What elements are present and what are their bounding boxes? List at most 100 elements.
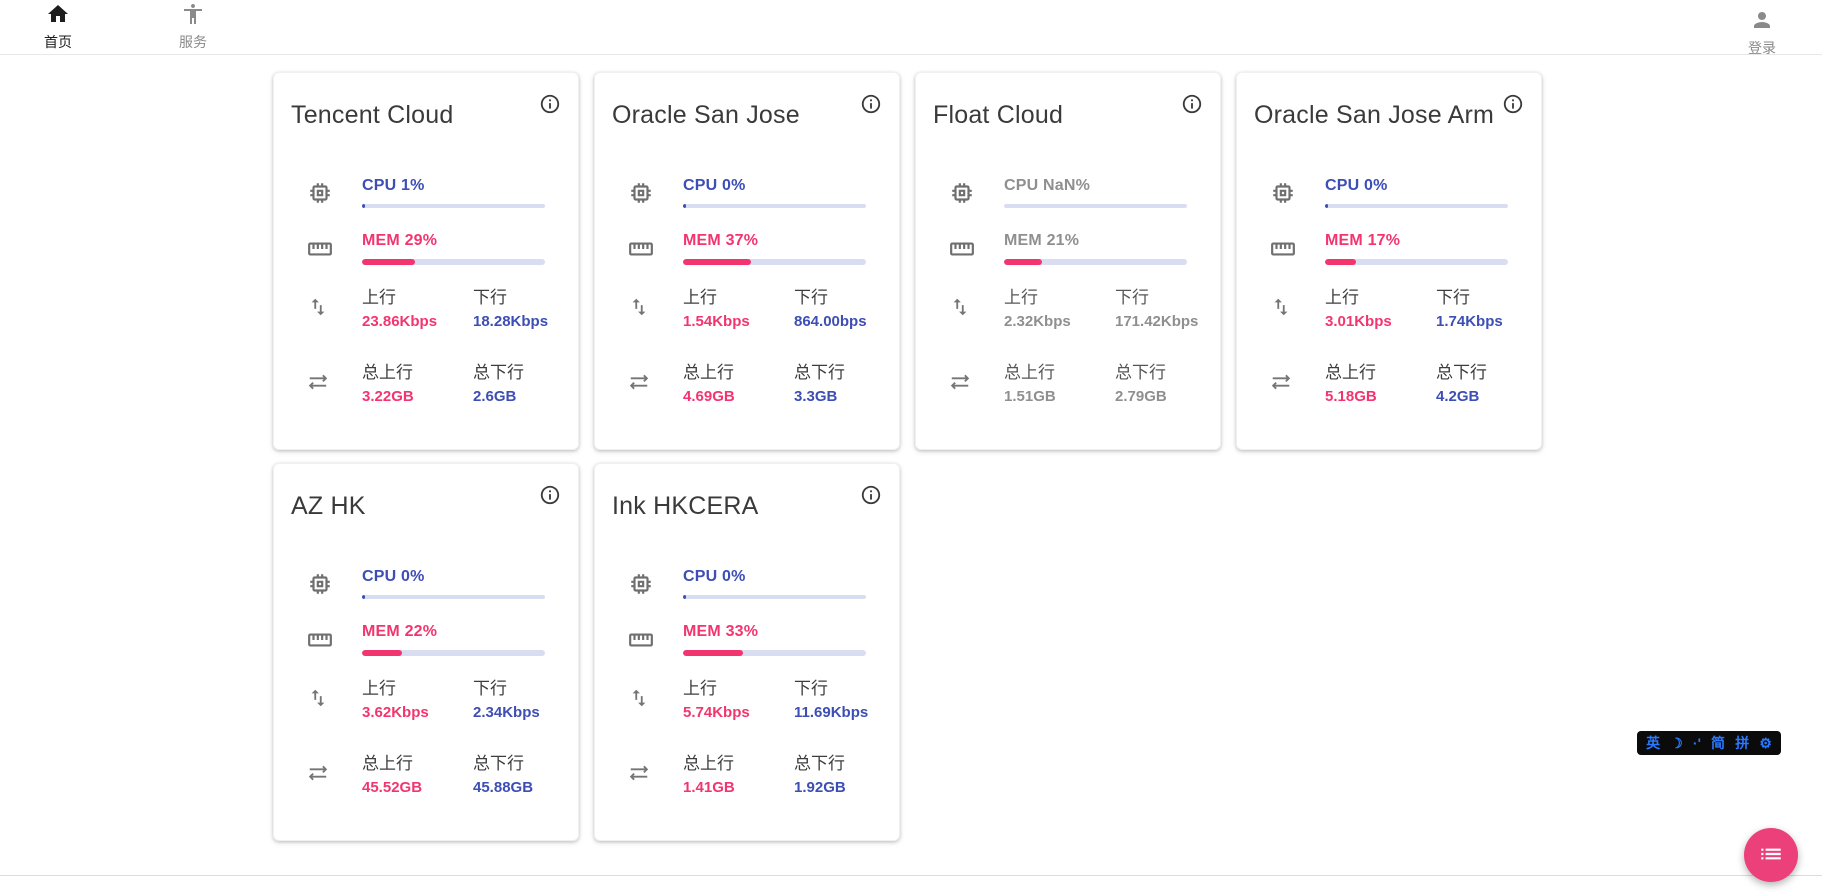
download-speed-value: 864.00bps	[794, 313, 867, 330]
upload-col: 上行 3.01Kbps	[1325, 283, 1436, 330]
upload-label: 上行	[683, 679, 717, 698]
speed-row: 上行 3.62Kbps 下行 2.34Kbps	[307, 674, 545, 721]
total-download-value: 4.2GB	[1436, 388, 1480, 405]
info-button[interactable]	[539, 93, 561, 115]
upload-label: 上行	[362, 679, 396, 698]
mem-row: MEM 22%	[307, 623, 545, 656]
upload-col: 上行 2.32Kbps	[1004, 283, 1115, 330]
swap-vert-icon	[307, 674, 362, 721]
upload-speed-value: 3.62Kbps	[362, 704, 429, 721]
total-upload-label: 总上行	[362, 754, 413, 773]
ime-settings-gear-icon[interactable]: ⚙	[1759, 735, 1772, 751]
ime-simplified-toggle[interactable]: 简	[1711, 735, 1726, 751]
mem-usage-label: MEM 37%	[683, 232, 759, 249]
info-button[interactable]	[1181, 93, 1203, 115]
total-upload-col: 总上行 1.41GB	[683, 749, 794, 796]
info-icon	[539, 94, 561, 119]
server-name: Oracle San Jose Arm	[1254, 101, 1495, 129]
upload-speed-value: 2.32Kbps	[1004, 313, 1071, 330]
total-upload-label: 总上行	[683, 754, 734, 773]
nav-services-label: 服务	[179, 34, 207, 50]
footer-divider	[0, 875, 1822, 892]
upload-label: 上行	[1325, 288, 1359, 307]
download-label: 下行	[1115, 288, 1149, 307]
cpu-row: CPU 0%	[628, 568, 866, 599]
mem-row: MEM 17%	[1270, 232, 1508, 265]
ime-lang-toggle[interactable]: 英	[1646, 735, 1661, 751]
mem-progress-bar	[362, 650, 545, 656]
total-row: 总上行 45.52GB 总下行 45.88GB	[307, 749, 545, 796]
nav-item-services[interactable]: 服务	[175, 2, 211, 52]
swap-horiz-icon	[307, 358, 362, 405]
swap-horiz-icon	[1270, 358, 1325, 405]
total-download-value: 2.6GB	[473, 388, 517, 405]
cpu-chip-icon	[628, 177, 683, 208]
cpu-row: CPU 0%	[1270, 177, 1508, 208]
swap-horiz-icon	[307, 749, 362, 796]
total-download-label: 总下行	[1115, 363, 1166, 382]
info-button[interactable]	[860, 93, 882, 115]
nav-item-home[interactable]: 首页	[40, 2, 76, 52]
mem-progress-bar	[362, 259, 545, 265]
total-download-col: 总下行 2.79GB	[1115, 358, 1187, 405]
info-icon	[1181, 94, 1203, 119]
total-row: 总上行 4.69GB 总下行 3.3GB	[628, 358, 866, 405]
mem-row: MEM 29%	[307, 232, 545, 265]
total-download-value: 1.92GB	[794, 779, 846, 796]
cpu-progress-bar	[683, 595, 866, 599]
ime-pinyin-mode[interactable]: 拼	[1735, 735, 1750, 751]
server-card: Ink HKCERA CPU 0% MEM 3	[594, 463, 900, 841]
server-metrics: CPU 0% MEM 22% 上行	[274, 568, 578, 796]
server-list-fab[interactable]	[1744, 828, 1798, 882]
download-label: 下行	[794, 679, 828, 698]
server-name: Ink HKCERA	[612, 492, 759, 520]
server-card: AZ HK CPU 0% MEM 22%	[273, 463, 579, 841]
upload-label: 上行	[362, 288, 396, 307]
nav-item-login[interactable]: 登录	[1744, 8, 1780, 58]
cpu-row: CPU 1%	[307, 177, 545, 208]
cpu-chip-icon	[1270, 177, 1325, 208]
upload-speed-value: 3.01Kbps	[1325, 313, 1392, 330]
ime-moon-icon[interactable]: ☽	[1670, 735, 1683, 751]
info-button[interactable]	[860, 484, 882, 506]
person-icon	[1750, 8, 1774, 37]
home-icon	[46, 2, 70, 31]
download-speed-value: 171.42Kbps	[1115, 313, 1199, 330]
total-download-value: 2.79GB	[1115, 388, 1167, 405]
total-download-value: 45.88GB	[473, 779, 534, 796]
navbar-right-group: 登录	[1744, 8, 1780, 58]
cpu-progress-bar	[362, 204, 545, 208]
info-button[interactable]	[539, 484, 561, 506]
ime-punct-toggle[interactable]: ·'	[1692, 735, 1701, 751]
ruler-icon	[307, 623, 362, 656]
nav-home-label: 首页	[44, 34, 72, 50]
info-icon	[1502, 94, 1524, 119]
ruler-icon	[1270, 232, 1325, 265]
total-upload-col: 总上行 4.69GB	[683, 358, 794, 405]
list-icon	[1758, 841, 1784, 870]
server-metrics: CPU 0% MEM 17% 上行	[1237, 177, 1541, 405]
swap-horiz-icon	[949, 358, 1004, 405]
navbar-left-group: 首页 服务	[0, 2, 211, 52]
speed-row: 上行 23.86Kbps 下行 18.28Kbps	[307, 283, 548, 330]
server-metrics: CPU 0% MEM 37% 上行	[595, 177, 899, 405]
total-upload-label: 总上行	[683, 363, 734, 382]
upload-label: 上行	[683, 288, 717, 307]
top-navbar: 首页 服务 登录	[0, 0, 1822, 58]
mem-usage-label: MEM 21%	[1004, 232, 1080, 249]
ruler-icon	[307, 232, 362, 265]
server-cards-grid: Tencent Cloud CPU 1% ME	[273, 72, 1542, 841]
info-button[interactable]	[1502, 93, 1524, 115]
download-col: 下行 18.28Kbps	[473, 283, 548, 330]
download-col: 下行 1.74Kbps	[1436, 283, 1508, 330]
server-card: Oracle San Jose CPU 0%	[594, 72, 900, 450]
download-label: 下行	[473, 679, 507, 698]
mem-row: MEM 33%	[628, 623, 866, 656]
total-download-col: 总下行 2.6GB	[473, 358, 545, 405]
upload-col: 上行 5.74Kbps	[683, 674, 794, 721]
cpu-row: CPU 0%	[628, 177, 866, 208]
cpu-progress-bar	[1325, 204, 1508, 208]
mem-row: MEM 21%	[949, 232, 1187, 265]
cpu-chip-icon	[307, 177, 362, 208]
ruler-icon	[628, 232, 683, 265]
